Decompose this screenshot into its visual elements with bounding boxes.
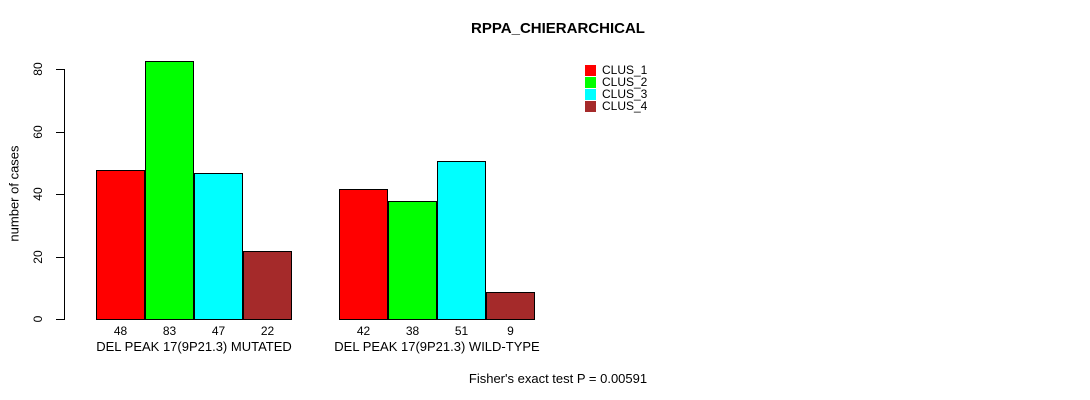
legend-item-clus_4: CLUS_4 [585,100,647,112]
legend-swatch-clus_4 [585,100,596,112]
y-axis-tick [56,257,64,258]
bar-clus_1-group2 [339,189,388,320]
bar-clus_1-group1 [96,170,145,320]
legend-swatch-clus_3 [585,88,596,100]
y-axis-tick [56,69,64,70]
group-label-mutated: DEL PEAK 17(9P21.3) MUTATED [96,339,292,354]
y-axis-tick [56,319,64,320]
fisher-test-annotation: Fisher's exact test P = 0.00591 [468,371,648,386]
y-axis-tick-label: 60 [31,125,45,139]
bar-value-label: 9 [507,324,514,338]
bar-value-label: 22 [260,324,275,338]
legend-label: CLUS_4 [602,99,648,113]
bar-clus_3-group2 [437,161,486,320]
bar-clus_3-group1 [194,173,243,320]
legend-item-clus_2: CLUS_2 [585,76,647,88]
y-axis-tick-label: 0 [31,315,45,323]
bar-clus_2-group2 [388,201,437,320]
bar-clus_4-group1 [243,251,292,320]
y-axis-line [64,69,65,320]
legend-item-clus_3: CLUS_3 [585,88,647,100]
group-label-wild-type: DEL PEAK 17(9P21.3) WILD-TYPE [334,339,540,354]
bar-value-label: 83 [162,324,177,338]
legend: CLUS_1 CLUS_2 CLUS_3 CLUS_4 [585,64,647,112]
legend-swatch-clus_1 [585,64,596,76]
bar-clus_2-group1 [145,61,194,320]
y-axis-tick [56,132,64,133]
legend-label: CLUS_2 [602,75,648,89]
bar-value-label: 38 [405,324,420,338]
y-axis-tick-label: 80 [31,62,45,76]
legend-label: CLUS_3 [602,87,648,101]
y-axis-label: number of cases [6,145,22,242]
bar-clus_4-group2 [486,292,535,320]
bar-value-label: 42 [356,324,371,338]
y-axis-tick [56,194,64,195]
legend-item-clus_1: CLUS_1 [585,64,647,76]
y-axis-tick-label: 20 [31,250,45,264]
bar-value-label: 51 [454,324,469,338]
y-axis-tick-label: 40 [31,187,45,201]
bar-value-label: 47 [211,324,226,338]
legend-label: CLUS_1 [602,63,648,77]
bar-value-label: 48 [113,324,128,338]
chart-title: RPPA_CHIERARCHICAL [471,20,645,37]
legend-swatch-clus_2 [585,76,596,88]
